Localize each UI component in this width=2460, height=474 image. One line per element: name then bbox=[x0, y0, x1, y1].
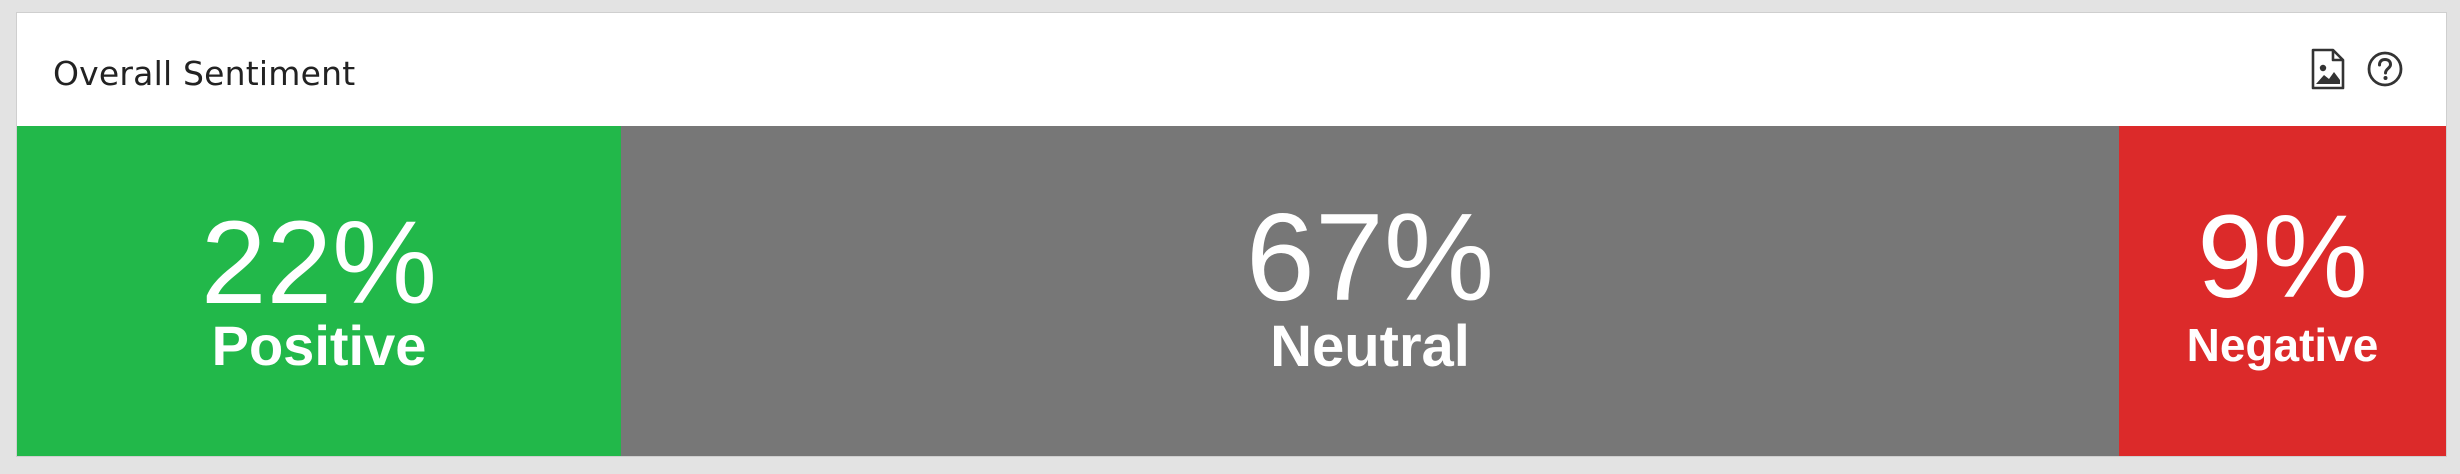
widget-title: Overall Sentiment bbox=[53, 54, 356, 93]
image-export-icon[interactable] bbox=[2306, 47, 2350, 91]
sentiment-bar: 22% Positive 67% Neutral 9% Negative bbox=[17, 126, 2446, 456]
positive-percent: 22% bbox=[200, 197, 438, 329]
positive-segment: 22% Positive bbox=[17, 126, 621, 456]
negative-percent: 9% bbox=[2197, 191, 2368, 323]
neutral-label: Neutral bbox=[1270, 314, 1470, 379]
negative-segment: 9% Negative bbox=[2119, 126, 2446, 456]
widget-header: Overall Sentiment bbox=[17, 13, 2446, 126]
negative-label: Negative bbox=[2186, 319, 2379, 371]
neutral-percent: 67% bbox=[1245, 189, 1495, 327]
sentiment-widget: Overall Sentiment 22% Positive 67% Neutr… bbox=[16, 12, 2447, 457]
positive-label: Positive bbox=[211, 314, 427, 377]
neutral-segment: 67% Neutral bbox=[621, 126, 2119, 456]
help-icon[interactable] bbox=[2363, 47, 2407, 91]
